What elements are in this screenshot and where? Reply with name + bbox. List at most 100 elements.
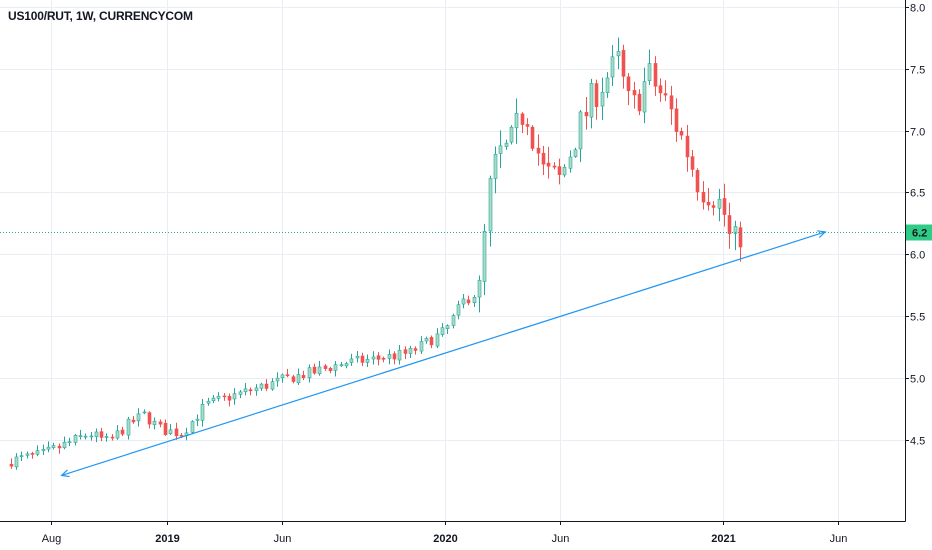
candle[interactable]: [568, 150, 573, 173]
candle[interactable]: [270, 378, 275, 391]
candle[interactable]: [419, 336, 424, 355]
candle[interactable]: [254, 384, 259, 396]
candle[interactable]: [690, 149, 695, 177]
candle[interactable]: [429, 335, 434, 349]
candle[interactable]: [115, 425, 120, 440]
candle[interactable]: [701, 181, 706, 210]
candle[interactable]: [440, 322, 445, 337]
candle[interactable]: [168, 423, 173, 435]
candle[interactable]: [632, 81, 637, 109]
candle[interactable]: [62, 436, 67, 450]
candle[interactable]: [552, 162, 557, 170]
candle[interactable]: [578, 109, 583, 163]
candle[interactable]: [695, 168, 700, 201]
candle[interactable]: [275, 372, 280, 387]
candle[interactable]: [200, 398, 205, 427]
candle[interactable]: [466, 295, 471, 306]
candle[interactable]: [355, 350, 360, 363]
candle[interactable]: [397, 344, 402, 365]
candle[interactable]: [610, 44, 615, 87]
candle[interactable]: [136, 408, 141, 427]
candle[interactable]: [381, 356, 386, 363]
candle[interactable]: [530, 125, 535, 152]
candle[interactable]: [195, 414, 200, 427]
candle[interactable]: [647, 49, 652, 86]
candle[interactable]: [642, 67, 647, 124]
candle[interactable]: [408, 345, 413, 358]
candle[interactable]: [493, 146, 498, 194]
candle[interactable]: [339, 361, 344, 368]
candle[interactable]: [520, 112, 525, 134]
candle[interactable]: [301, 370, 306, 381]
candle[interactable]: [110, 434, 115, 441]
candle[interactable]: [206, 397, 211, 406]
candle[interactable]: [679, 127, 684, 140]
candle[interactable]: [291, 374, 296, 384]
candle[interactable]: [722, 183, 727, 227]
candle[interactable]: [9, 458, 14, 469]
candle[interactable]: [232, 388, 237, 405]
trendline[interactable]: [61, 231, 826, 476]
candle[interactable]: [73, 433, 78, 446]
candle[interactable]: [104, 433, 109, 442]
candle[interactable]: [147, 411, 152, 429]
symbol-title[interactable]: US100/RUT, 1W, CURRENCYCOM: [8, 9, 193, 23]
candle[interactable]: [280, 373, 285, 383]
candle[interactable]: [89, 432, 94, 441]
trendline-group[interactable]: [60, 230, 827, 478]
candle[interactable]: [589, 78, 594, 129]
candles[interactable]: [9, 37, 743, 470]
candle[interactable]: [653, 56, 658, 96]
candle[interactable]: [152, 417, 157, 430]
candle[interactable]: [669, 85, 674, 125]
candle[interactable]: [35, 445, 40, 457]
candle[interactable]: [349, 353, 354, 366]
candle[interactable]: [365, 354, 370, 367]
candle[interactable]: [94, 428, 99, 443]
candle[interactable]: [30, 451, 35, 459]
candle[interactable]: [248, 387, 253, 396]
candle[interactable]: [435, 328, 440, 349]
candle[interactable]: [360, 352, 365, 367]
candle[interactable]: [78, 429, 83, 440]
candle[interactable]: [451, 313, 456, 329]
candle[interactable]: [174, 422, 179, 440]
candle[interactable]: [733, 220, 738, 251]
candle[interactable]: [285, 368, 290, 378]
candle[interactable]: [514, 98, 519, 144]
candle[interactable]: [711, 201, 716, 216]
candle[interactable]: [504, 139, 509, 150]
candle[interactable]: [19, 451, 24, 462]
candle[interactable]: [424, 336, 429, 344]
candle[interactable]: [456, 300, 461, 320]
candle[interactable]: [562, 164, 567, 178]
candle[interactable]: [663, 80, 668, 101]
candle[interactable]: [403, 346, 408, 360]
candle[interactable]: [333, 361, 338, 377]
candle[interactable]: [488, 175, 493, 247]
candle[interactable]: [51, 442, 56, 450]
candle[interactable]: [525, 118, 530, 136]
candle[interactable]: [344, 361, 349, 369]
candle[interactable]: [259, 382, 264, 391]
trendline-arrow-start[interactable]: [60, 469, 70, 478]
candle[interactable]: [99, 427, 104, 442]
candle[interactable]: [536, 134, 541, 166]
candle[interactable]: [637, 89, 642, 116]
candle[interactable]: [557, 158, 562, 185]
candle[interactable]: [57, 443, 62, 454]
candle[interactable]: [83, 433, 88, 440]
trendline-arrow-end[interactable]: [817, 230, 827, 238]
candle[interactable]: [14, 453, 19, 470]
candle[interactable]: [738, 221, 743, 262]
candle[interactable]: [472, 294, 477, 308]
candle[interactable]: [371, 351, 376, 365]
candle[interactable]: [616, 37, 621, 69]
candle[interactable]: [46, 441, 51, 453]
candle[interactable]: [296, 368, 301, 385]
candle[interactable]: [461, 293, 466, 309]
candle[interactable]: [238, 389, 243, 399]
candle[interactable]: [573, 147, 578, 158]
candle[interactable]: [392, 351, 397, 365]
